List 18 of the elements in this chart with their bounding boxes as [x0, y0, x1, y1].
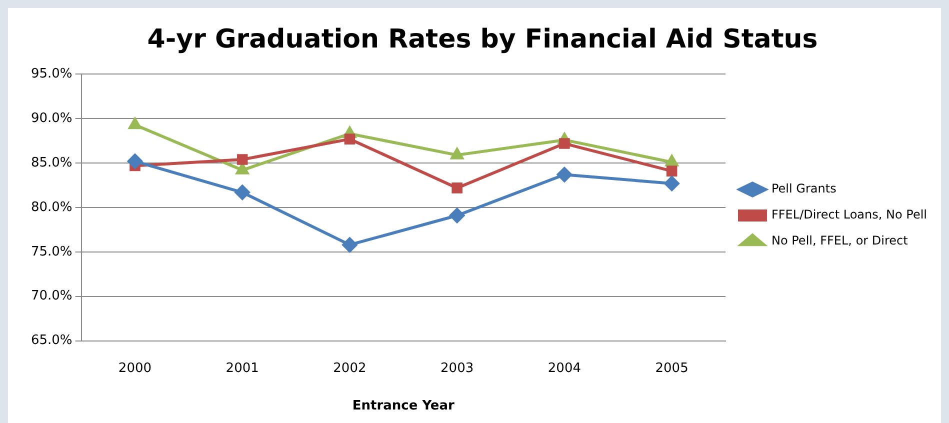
y-tick-label: 75.0%	[30, 244, 72, 260]
x-tick-label: 2003	[440, 360, 474, 376]
y-tick-label: 70.0%	[30, 288, 72, 304]
x-tick-label: 2000	[118, 360, 152, 376]
y-tick-label: 90.0%	[30, 111, 72, 126]
x-tick-label: 2002	[333, 360, 366, 376]
x-axis-title: Entrance Year	[352, 398, 456, 414]
x-tick-label: 2005	[655, 360, 688, 376]
legend-label: No Pell, FFEL, or Direct	[771, 234, 908, 248]
x-tick-label: 2004	[548, 360, 581, 376]
x-tick-label: 2001	[226, 360, 259, 376]
legend-label: FFEL/Direct Loans, No Pell	[771, 208, 928, 222]
y-tick-label: 95.0%	[30, 66, 72, 82]
chart-title: 4-yr Graduation Rates by Financial Aid Status	[147, 24, 818, 54]
y-tick-label: 80.0%	[30, 200, 72, 215]
y-tick-label: 85.0%	[30, 155, 72, 170]
legend-label: Pell Grants	[771, 182, 836, 196]
y-tick-label: 65.0%	[30, 333, 72, 348]
